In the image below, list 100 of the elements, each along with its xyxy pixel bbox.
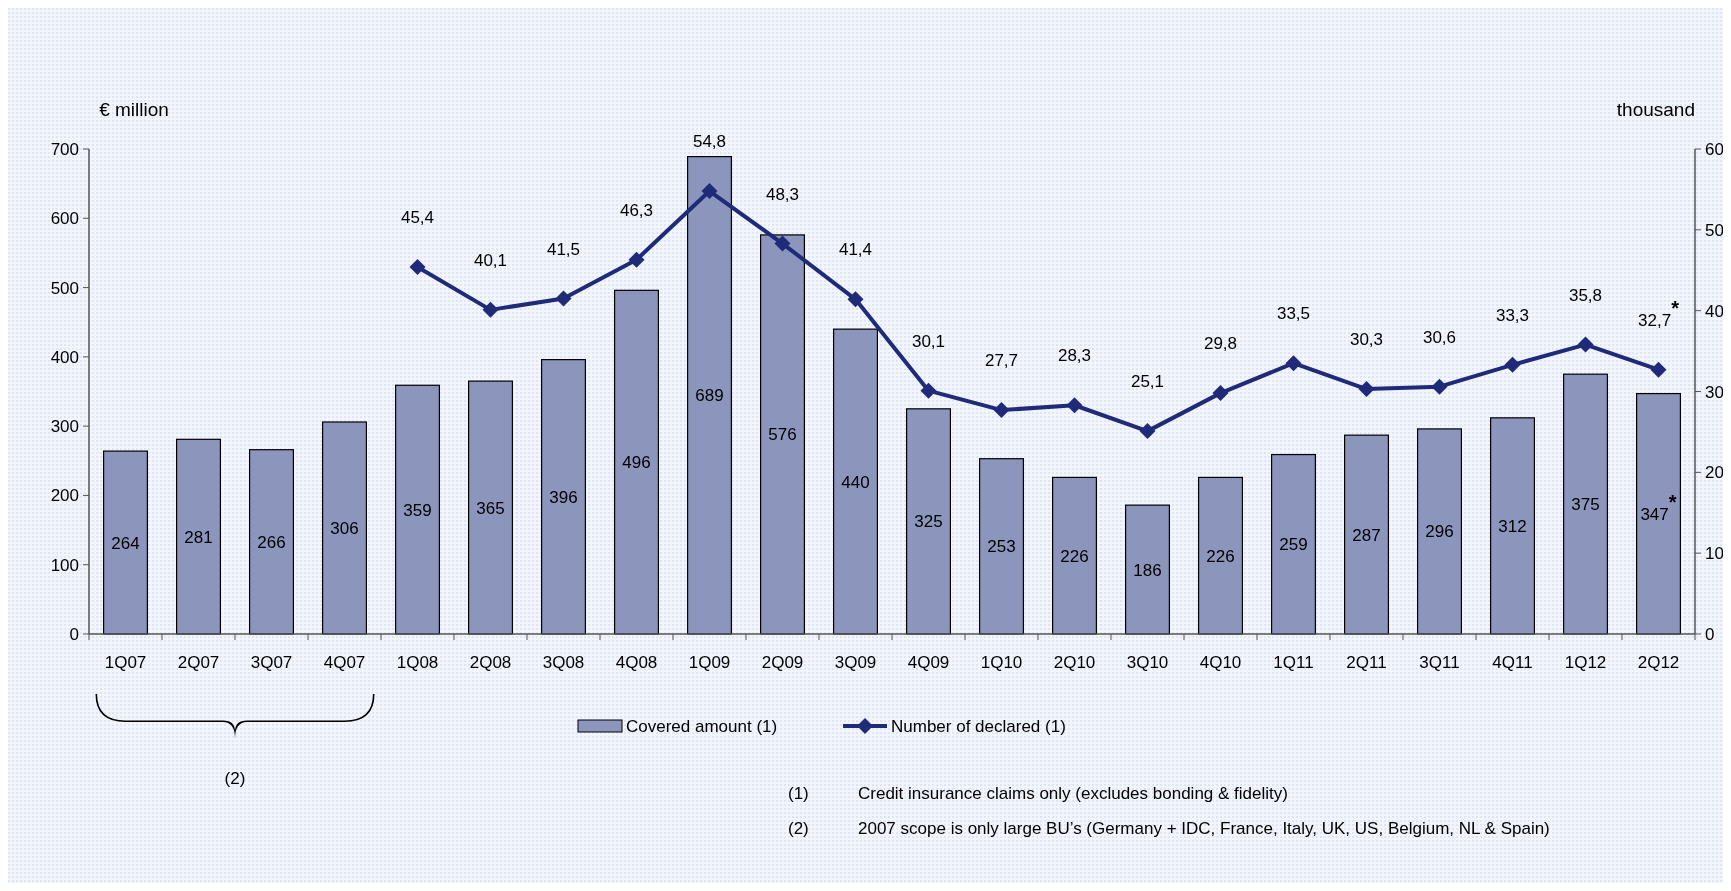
point (1650, 361, 1667, 378)
y-tick-label: 100 (50, 555, 79, 575)
bar (1125, 504, 1170, 635)
y2-tick-label: 30 (1705, 382, 1724, 402)
x-tick-label: 2Q07 (177, 653, 220, 672)
bar (1636, 392, 1681, 635)
y-tick-label: 700 (50, 140, 79, 159)
bar (1198, 476, 1243, 635)
data-label: 27,7 (984, 351, 1019, 371)
data-label: 35,8 (1568, 285, 1603, 305)
legend-label: Covered amount (1) (626, 717, 778, 736)
point (628, 251, 645, 268)
bar (1490, 417, 1535, 635)
data-label: 359 (403, 500, 432, 520)
x-tick-label: 2Q12 (1637, 653, 1680, 672)
y2-tick-label: 60 (1705, 140, 1724, 159)
x-tick-label: 4Q10 (1199, 653, 1242, 672)
y-tick-label: 0 (69, 625, 79, 644)
y2-tick-label: 10 (1705, 544, 1724, 564)
text: (1) Credit insurance claims only (excludes bonding & fidelity) (788, 784, 1288, 803)
data-label: 312 (1498, 516, 1527, 536)
point (1431, 378, 1448, 395)
bar (687, 156, 732, 635)
point (847, 291, 864, 308)
bar (979, 458, 1024, 635)
x-tick-label: 1Q07 (104, 653, 147, 672)
point (701, 183, 718, 200)
x-tick-label: 4Q08 (615, 653, 658, 672)
x-tick-label: 4Q07 (323, 653, 366, 672)
data-label: 576 (768, 425, 797, 445)
point (920, 382, 937, 399)
data-label: 30,3 (1349, 330, 1384, 350)
data-label: 41,5 (546, 239, 581, 259)
bar (1271, 453, 1316, 635)
point (1285, 355, 1302, 372)
data-label: 41,4 (838, 240, 873, 260)
point (1358, 381, 1375, 398)
text: (2) (224, 769, 246, 788)
bar (103, 450, 148, 635)
point (555, 290, 572, 307)
data-label: 226 (1060, 546, 1089, 566)
data-label: 33,3 (1495, 305, 1530, 325)
y-tick-label: 300 (50, 417, 79, 437)
data-label: 396 (549, 487, 578, 507)
x-tick-label: 4Q09 (907, 653, 950, 672)
data-label: 365 (476, 498, 505, 518)
data-label: 46,3 (619, 200, 654, 220)
x-tick-label: 2Q09 (761, 653, 804, 672)
x-tick-label: 2Q11 (1346, 653, 1387, 672)
data-label: 253 (987, 537, 1016, 557)
bar (322, 421, 367, 635)
x-tick-label: 1Q12 (1564, 653, 1607, 672)
y-tick-label: 200 (50, 486, 79, 506)
point (1139, 423, 1156, 440)
x-tick-label: 4Q11 (1492, 653, 1533, 672)
point (1212, 385, 1229, 402)
y2-tick-label: 20 (1705, 463, 1724, 483)
legend-label: Number of declared (1) (891, 717, 1066, 736)
data-label: 30,1 (911, 331, 946, 351)
bar (395, 384, 440, 635)
y2-tick-label: 40 (1705, 301, 1724, 321)
y2-tick-label: 50 (1705, 220, 1724, 240)
x-tick-label: 2Q10 (1053, 653, 1096, 672)
x-tick-label: 1Q11 (1273, 653, 1314, 672)
bar (176, 438, 221, 635)
data-label: 287 (1352, 525, 1381, 545)
y-tick-label: 500 (50, 278, 79, 298)
data-label: 306 (330, 518, 359, 538)
data-label: 375 (1571, 495, 1600, 515)
data-label: 281 (184, 527, 213, 547)
y-tick-label: 600 (50, 209, 79, 229)
point (774, 235, 791, 252)
x-tick-label: 3Q08 (542, 653, 585, 672)
x-tick-label: 3Q10 (1126, 653, 1169, 672)
data-label: 689 (695, 386, 724, 406)
x-tick-label: 3Q07 (250, 653, 293, 672)
x-tick-label: 1Q10 (980, 653, 1023, 672)
data-label: 25,1 (1130, 372, 1165, 392)
data-label: 33,5 (1276, 304, 1311, 324)
data-label: 40,1 (473, 250, 508, 270)
bar (760, 234, 805, 635)
data-label: 496 (622, 453, 651, 473)
data-label: 30,6 (1422, 327, 1457, 347)
data-label: 266 (257, 532, 286, 552)
x-tick-label: 2Q08 (469, 653, 512, 672)
data-label: 296 (1425, 522, 1454, 542)
y2-axis-title: thousand (1616, 99, 1695, 120)
data-label: 28,3 (1057, 346, 1092, 366)
data-label: 45,4 (400, 208, 435, 228)
data-label: 226 (1206, 546, 1235, 566)
data-label: 259 (1279, 535, 1308, 555)
data-label: 440 (841, 472, 870, 492)
data-label: 29,8 (1203, 334, 1238, 354)
x-tick-label: 3Q09 (834, 653, 877, 672)
data-label: 325 (914, 512, 943, 532)
data-label: 264 (111, 533, 140, 553)
y-axis-title: € million (99, 99, 169, 120)
bar (833, 328, 878, 635)
bar (468, 380, 513, 635)
point (993, 402, 1010, 419)
